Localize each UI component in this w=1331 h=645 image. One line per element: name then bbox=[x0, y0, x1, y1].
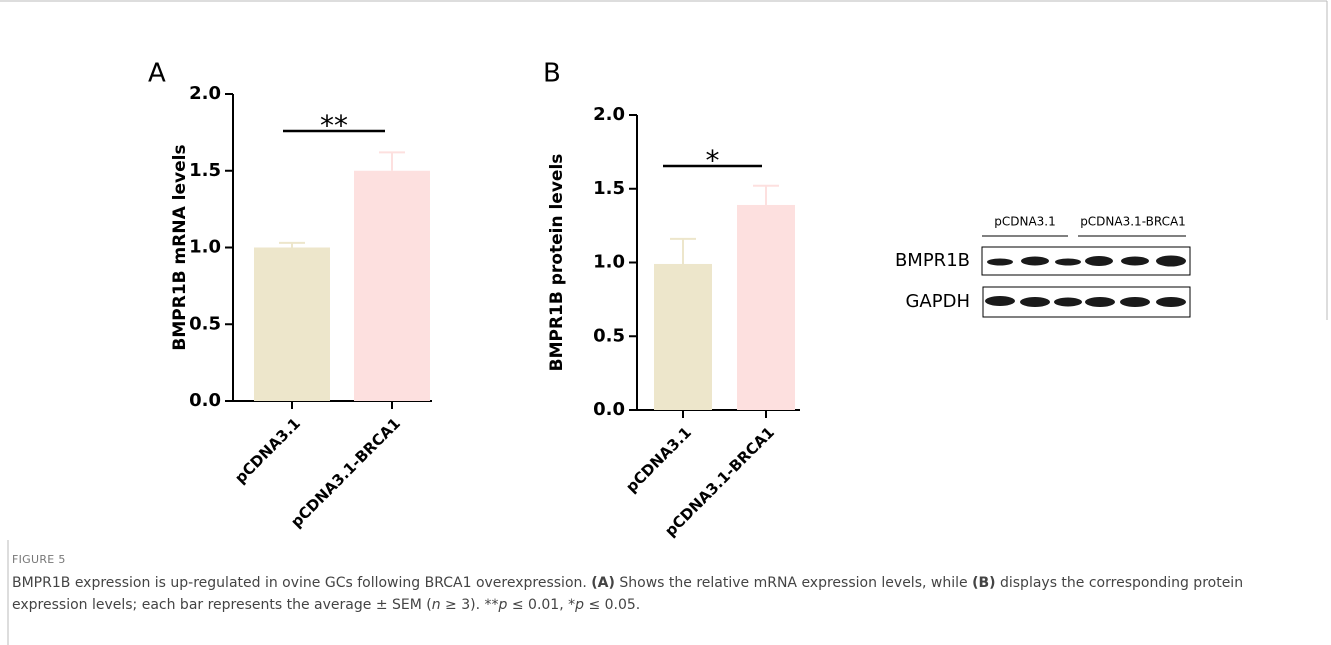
caption-text: (B) bbox=[972, 575, 995, 591]
blot-row-label: BMPR1B bbox=[895, 250, 970, 271]
caption-text: Shows the relative mRNA expression level… bbox=[615, 575, 972, 591]
y-tick-label: 1.0 bbox=[189, 237, 221, 258]
y-tick-label: 0.5 bbox=[189, 313, 221, 334]
y-axis-label: BMPR1B mRNA levels bbox=[170, 144, 190, 350]
x-tick-label: pCDNA3.1 bbox=[231, 414, 304, 487]
y-tick-label: 0.0 bbox=[189, 390, 221, 411]
x-tick-label: pCDNA3.1 bbox=[622, 423, 695, 496]
panel-label: B bbox=[543, 59, 561, 89]
caption: BMPR1B expression is up-regulated in ovi… bbox=[12, 572, 1322, 616]
significance-label: ** bbox=[320, 109, 348, 142]
y-tick-label: 1.0 bbox=[593, 252, 625, 273]
y-tick-label: 1.5 bbox=[593, 178, 625, 199]
y-tick-label: 2.0 bbox=[593, 104, 625, 125]
figure: pCDNA3.1 pCDNA3.1-BRCA1 BMPR1B GAPDH A BM… bbox=[0, 0, 1331, 645]
caption-text: BMPR1B expression is up-regulated in ovi… bbox=[12, 575, 591, 591]
caption-text: (A) bbox=[591, 575, 615, 591]
caption-text: ≥ 3). ** bbox=[441, 597, 499, 613]
blot-row-label: GAPDH bbox=[905, 291, 970, 312]
caption-text: ≤ 0.01, * bbox=[507, 597, 575, 613]
x-tick-label: pCDNA3.1-BRCA1 bbox=[287, 414, 404, 531]
y-axis-label: BMPR1B protein levels bbox=[547, 154, 567, 372]
caption-text: ≤ 0.05. bbox=[584, 597, 640, 613]
bar bbox=[254, 248, 330, 402]
significance-label: * bbox=[706, 144, 720, 177]
bar bbox=[354, 171, 430, 401]
panel-label: A bbox=[148, 59, 166, 89]
blot-group-label: pCDNA3.1-BRCA1 bbox=[1080, 215, 1186, 229]
y-tick-label: 0.0 bbox=[593, 399, 625, 420]
caption-text: n bbox=[432, 597, 441, 613]
bar bbox=[737, 205, 795, 410]
y-tick-label: 1.5 bbox=[189, 160, 221, 181]
blot-group-label: pCDNA3.1 bbox=[994, 215, 1056, 229]
y-tick-label: 0.5 bbox=[593, 325, 625, 346]
bar bbox=[654, 264, 712, 410]
page: pCDNA3.1 pCDNA3.1-BRCA1 BMPR1B GAPDH A BM… bbox=[0, 0, 1331, 645]
figure-label: FIGURE 5 bbox=[12, 553, 66, 566]
western-blot: pCDNA3.1 pCDNA3.1-BRCA1 BMPR1B GAPDH bbox=[895, 215, 1190, 318]
y-tick-label: 2.0 bbox=[189, 83, 221, 104]
caption-text: p bbox=[575, 597, 584, 613]
